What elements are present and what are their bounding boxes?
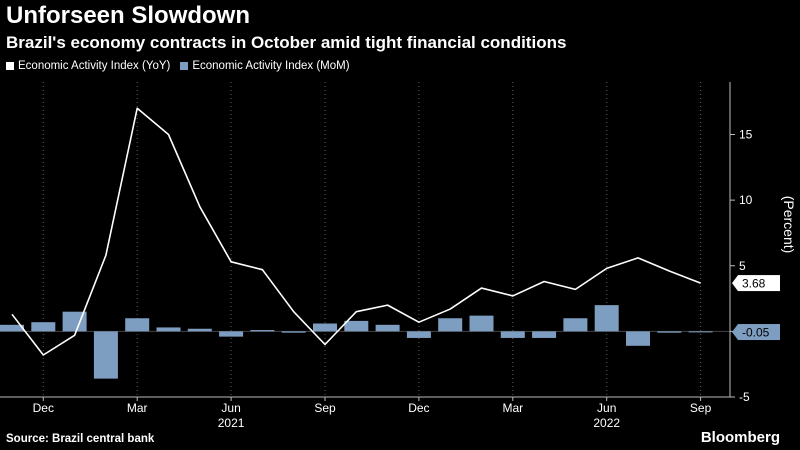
yoy-last-label-pointer bbox=[732, 275, 738, 292]
bar bbox=[31, 322, 56, 332]
mom-last-label-text: -0.05 bbox=[742, 326, 770, 340]
bar bbox=[250, 330, 275, 332]
x-tick-label: Dec bbox=[33, 401, 54, 415]
mom-last-label-box bbox=[738, 324, 780, 341]
bar bbox=[281, 331, 306, 333]
legend-item-mom: Economic Activity Index (MoM) bbox=[180, 60, 350, 72]
bar bbox=[0, 324, 24, 332]
bar bbox=[93, 331, 118, 379]
yoy-last-label: 3.68 bbox=[732, 275, 780, 292]
x-tick-label: Jun bbox=[221, 401, 240, 415]
value-labels: 3.68 -0.05 bbox=[732, 275, 780, 341]
bar bbox=[563, 318, 588, 332]
legend-swatch-mom bbox=[180, 62, 189, 70]
x-tick-label: Sep bbox=[314, 401, 336, 415]
legend-swatch-yoy bbox=[6, 62, 14, 70]
y-tick-label: 10 bbox=[739, 193, 753, 207]
bar bbox=[500, 331, 525, 338]
bar bbox=[344, 320, 369, 332]
bar-series bbox=[0, 305, 713, 379]
bar bbox=[125, 318, 150, 332]
yoy-last-label-text: 3.68 bbox=[742, 277, 766, 291]
y-tick-label: 5 bbox=[739, 259, 746, 273]
bar bbox=[219, 331, 244, 337]
y-axis-title: (Percent) bbox=[781, 196, 797, 254]
source-note: Source: Brazil central bank bbox=[6, 433, 155, 445]
legend-item-yoy: Economic Activity Index (YoY) bbox=[6, 60, 170, 72]
mom-last-label: -0.05 bbox=[732, 324, 780, 341]
yoy-last-label-box bbox=[738, 275, 780, 292]
bar bbox=[626, 331, 650, 346]
chart-title: Unforseen Slowdown bbox=[6, 2, 251, 29]
bar bbox=[406, 331, 431, 338]
x-tick-label: Mar bbox=[127, 401, 148, 415]
bar bbox=[156, 327, 181, 332]
bar bbox=[62, 311, 87, 332]
legend-label-mom: Economic Activity Index (MoM) bbox=[192, 60, 350, 72]
x-year-label: 2022 bbox=[593, 416, 620, 430]
line-series bbox=[11, 107, 701, 356]
x-tick-label: Dec bbox=[408, 401, 429, 415]
axes: DecMarJunSepDecMarJunSep20212022-5051015… bbox=[0, 82, 797, 430]
x-tick-label: Jun bbox=[597, 401, 616, 415]
bar bbox=[657, 331, 682, 333]
bar bbox=[375, 324, 400, 332]
bar bbox=[187, 328, 212, 332]
bar bbox=[469, 315, 494, 332]
bar bbox=[438, 318, 463, 332]
x-year-label: 2021 bbox=[218, 416, 245, 430]
bar bbox=[688, 331, 713, 333]
bar bbox=[313, 323, 337, 332]
yoy-line bbox=[11, 107, 701, 356]
brand-logo: Bloomberg bbox=[700, 429, 780, 446]
y-tick-label: 15 bbox=[739, 128, 753, 142]
mom-last-label-pointer bbox=[732, 324, 738, 341]
x-tick-label: Sep bbox=[690, 401, 712, 415]
y-tick-label: -5 bbox=[739, 390, 750, 404]
x-tick-label: Mar bbox=[502, 401, 523, 415]
legend: Economic Activity Index (YoY) Economic A… bbox=[6, 60, 360, 72]
legend-label-yoy: Economic Activity Index (YoY) bbox=[18, 60, 171, 72]
chart-subtitle: Brazil's economy contracts in October am… bbox=[6, 33, 567, 52]
bar bbox=[532, 331, 557, 338]
bar bbox=[594, 305, 619, 332]
